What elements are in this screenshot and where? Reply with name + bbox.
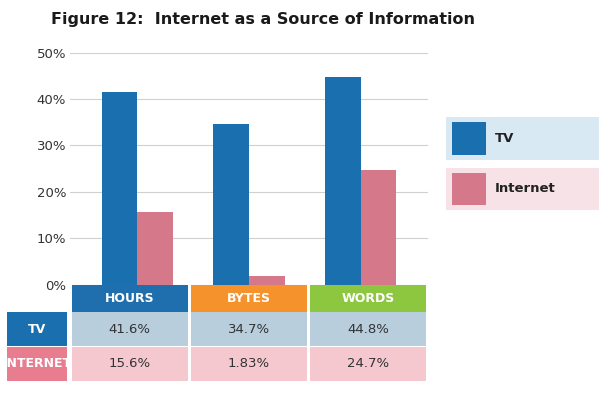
Text: 44.8%: 44.8% — [347, 323, 389, 336]
Bar — [310, 285, 426, 312]
Text: 1.83%: 1.83% — [228, 357, 270, 370]
Text: Internet: Internet — [495, 182, 555, 196]
Text: 41.6%: 41.6% — [109, 323, 151, 336]
Bar — [446, 168, 599, 210]
Text: 15.6%: 15.6% — [109, 357, 151, 370]
Text: HOURS: HOURS — [105, 292, 155, 305]
Text: 34.7%: 34.7% — [228, 323, 270, 336]
Bar — [191, 285, 307, 312]
Bar — [213, 124, 249, 285]
Bar — [7, 312, 67, 347]
Text: INTERNET: INTERNET — [2, 357, 72, 370]
Bar — [191, 347, 307, 381]
Bar — [72, 312, 188, 347]
Bar — [452, 173, 486, 205]
Text: TV: TV — [495, 132, 514, 145]
Text: TV: TV — [28, 323, 46, 336]
Text: Figure 12:  Internet as a Source of Information: Figure 12: Internet as a Source of Infor… — [51, 12, 475, 27]
Bar — [452, 122, 486, 154]
Bar — [310, 312, 426, 347]
Bar — [191, 312, 307, 347]
Bar — [249, 276, 285, 285]
Bar — [446, 117, 599, 160]
Bar — [7, 347, 67, 381]
Bar — [325, 77, 360, 285]
Bar — [310, 347, 426, 381]
Bar — [360, 170, 397, 285]
Bar — [72, 347, 188, 381]
Text: 24.7%: 24.7% — [347, 357, 389, 370]
Bar — [137, 213, 173, 285]
Bar — [72, 285, 188, 312]
Bar — [101, 92, 137, 285]
Text: WORDS: WORDS — [342, 292, 395, 305]
Text: BYTES: BYTES — [227, 292, 271, 305]
